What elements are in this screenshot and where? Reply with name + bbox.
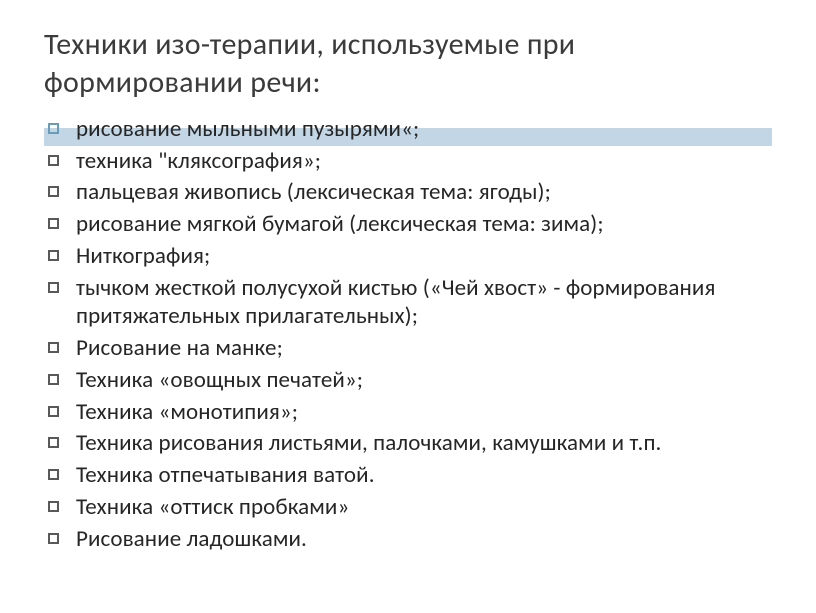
list-item: Рисование ладошками. (44, 525, 772, 554)
square-bullet-icon (48, 469, 59, 480)
square-bullet-icon (48, 437, 59, 448)
list-item: Ниткография; (44, 242, 772, 271)
list-item: техника "кляксография»; (44, 147, 772, 176)
square-bullet-icon (48, 282, 59, 293)
square-bullet-icon (48, 123, 59, 134)
list-item-text: рисование мыльными пузырями«; (76, 115, 419, 143)
square-bullet-icon (48, 250, 59, 261)
square-bullet-icon (48, 374, 59, 385)
list-item-text: Техника отпечатывания ватой. (76, 461, 375, 489)
list-item: Техника рисования листьями, палочками, к… (44, 429, 772, 458)
square-bullet-icon (48, 155, 59, 166)
list-item-text: пальцевая живопись (лексическая тема: яг… (76, 178, 551, 206)
list-item-text: Техника «оттиск пробками» (76, 493, 349, 521)
list-item-text: Техника «монотипия»; (76, 398, 298, 426)
list-item-text: рисование мягкой бумагой (лексическая те… (76, 210, 604, 238)
slide: Техники изо-терапии, используемые при фо… (0, 0, 816, 613)
square-bullet-icon (48, 533, 59, 544)
square-bullet-icon (48, 501, 59, 512)
list-item: пальцевая живопись (лексическая тема: яг… (44, 178, 772, 207)
list-item: рисование мягкой бумагой (лексическая те… (44, 210, 772, 239)
square-bullet-icon (48, 218, 59, 229)
list-item: Техника «оттиск пробками» (44, 493, 772, 522)
list-item: Техника отпечатывания ватой. (44, 461, 772, 490)
list-item-text: техника "кляксография»; (76, 147, 321, 175)
list-item-text: Рисование ладошками. (76, 525, 307, 553)
list-item: Техника «монотипия»; (44, 398, 772, 427)
bullet-list: рисование мыльными пузырями«; техника "кл… (44, 115, 772, 554)
list-item-text: Техника «овощных печатей»; (76, 366, 363, 394)
list-item: рисование мыльными пузырями«; (44, 115, 772, 144)
list-item-text: тычком жесткой полусухой кистью («Чей хв… (76, 274, 715, 331)
square-bullet-icon (48, 186, 59, 197)
list-item: тычком жесткой полусухой кистью («Чей хв… (44, 274, 772, 332)
slide-title: Техники изо-терапии, используемые при фо… (44, 26, 772, 103)
list-item-text: Рисование на манке; (76, 334, 283, 362)
list-item: Рисование на манке; (44, 334, 772, 363)
square-bullet-icon (48, 406, 59, 417)
list-item-text: Техника рисования листьями, палочками, к… (76, 429, 661, 457)
list-item-text: Ниткография; (76, 242, 210, 270)
square-bullet-icon (48, 342, 59, 353)
list-item: Техника «овощных печатей»; (44, 366, 772, 395)
